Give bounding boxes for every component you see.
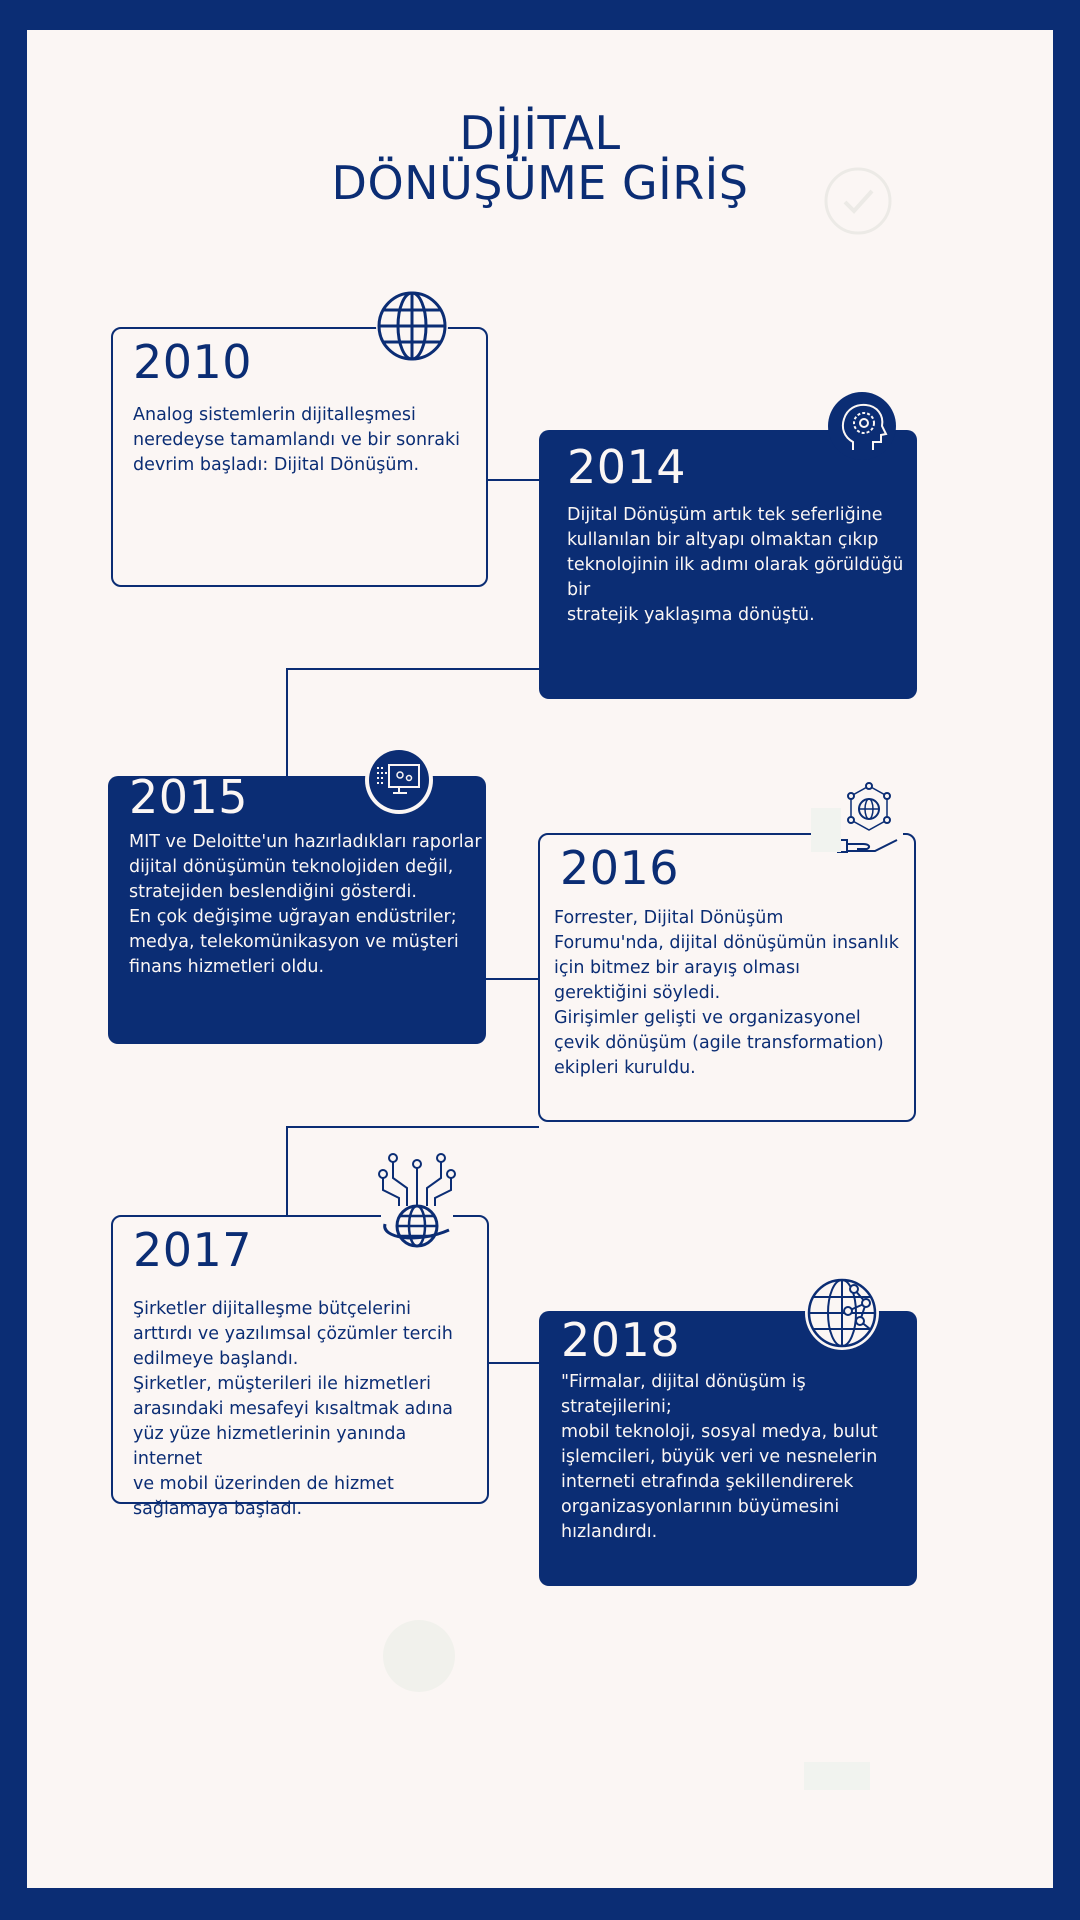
timeline-card-2010: 2010 Analog sistemlerin dijitalleşmesi n…	[111, 327, 488, 587]
decorative-circle	[383, 1620, 455, 1692]
connector-2016-2017-h	[286, 1126, 539, 1128]
card-text: Analog sistemlerin dijitalleşmesi nerede…	[133, 405, 460, 475]
card-text: Forrester, Dijital Dönüşüm Forumu'nda, d…	[554, 908, 899, 1078]
card-text: Dijital Dönüşüm artık tek seferliğine ku…	[567, 505, 904, 625]
year-label: 2018	[561, 1313, 681, 1367]
computer-settings-icon	[365, 746, 433, 814]
connector-2010-2014	[487, 479, 539, 481]
year-label: 2017	[133, 1223, 253, 1277]
infographic-page: DİJİTAL DÖNÜŞÜME GİRİŞ 2010 Analog siste…	[27, 30, 1053, 1888]
year-label: 2015	[129, 770, 249, 824]
connector-2014-2015-v	[286, 668, 288, 778]
title-line-2: DÖNÜŞÜME GİRİŞ	[331, 156, 749, 210]
card-text: "Firmalar, dijital dönüşüm iş stratejile…	[561, 1372, 878, 1542]
connector-2016-2017-v	[286, 1126, 288, 1216]
timeline-card-2017: 2017 Şirketler dijitalleşme bütçelerini …	[111, 1215, 489, 1519]
globe-icon	[376, 290, 448, 362]
connector-2014-2015-h	[286, 668, 539, 670]
network-globe-icon	[805, 1276, 879, 1350]
connected-globe-icon	[378, 1153, 456, 1248]
timeline-card-2018: 2018 "Firmalar, dijital dönüşüm iş strat…	[539, 1311, 917, 1586]
connector-2015-2016	[485, 978, 539, 980]
timeline-card-2015: 2015 MIT ve Deloitte'un hazırladıkları r…	[108, 772, 486, 1044]
decorative-rectangle-small	[811, 808, 841, 852]
check-circle-icon	[824, 167, 892, 235]
year-label: 2010	[133, 335, 253, 389]
card-text: MIT ve Deloitte'un hazırladıkları raporl…	[129, 832, 482, 977]
page-title: DİJİTAL DÖNÜŞÜME GİRİŞ	[27, 108, 1053, 208]
year-label: 2016	[560, 841, 680, 895]
decorative-rectangle	[804, 1762, 870, 1790]
year-label: 2014	[567, 440, 687, 494]
timeline-card-2016: 2016 Forrester, Dijital Dönüşüm Forumu'n…	[538, 833, 916, 1122]
connector-2017-2018	[488, 1362, 539, 1364]
card-text: Şirketler dijitalleşme bütçelerini arttı…	[133, 1299, 454, 1519]
timeline-card-2014: 2014 Dijital Dönüşüm artık tek seferliği…	[539, 430, 917, 699]
title-line-1: DİJİTAL	[459, 106, 621, 160]
hand-network-globe-icon	[835, 782, 903, 854]
head-gear-icon	[828, 392, 896, 460]
